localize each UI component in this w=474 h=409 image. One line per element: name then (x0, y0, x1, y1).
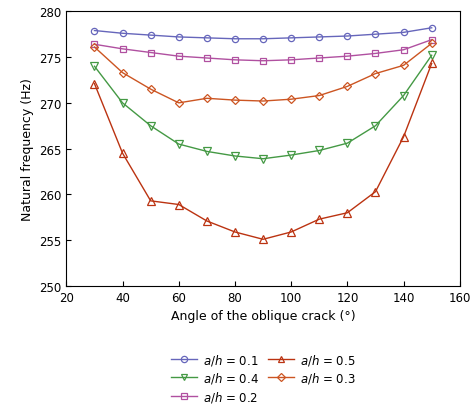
Legend: $a$/$h$ = 0.1, $a$/$h$ = 0.4, $a$/$h$ = 0.2, $a$/$h$ = 0.5, $a$/$h$ = 0.3: $a$/$h$ = 0.1, $a$/$h$ = 0.4, $a$/$h$ = … (166, 347, 360, 408)
X-axis label: Angle of the oblique crack (°): Angle of the oblique crack (°) (171, 310, 356, 323)
Y-axis label: Natural frequency (Hz): Natural frequency (Hz) (20, 78, 34, 220)
